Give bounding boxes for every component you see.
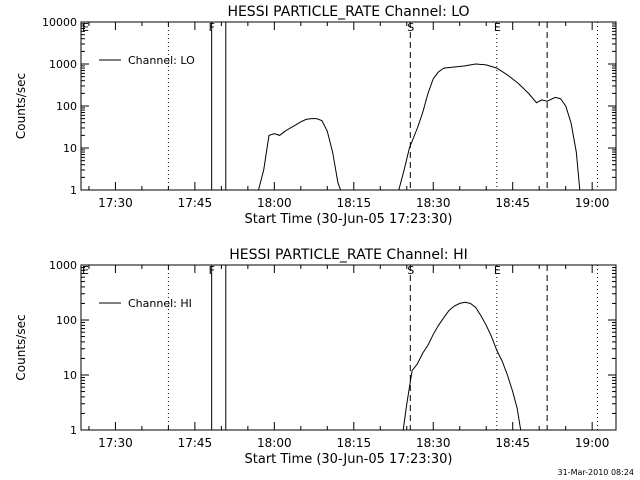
- y-tick-label: 1: [70, 184, 77, 197]
- marker-label: F: [209, 264, 215, 277]
- y-tick-label: 1: [70, 424, 77, 437]
- marker-label: E: [494, 264, 501, 277]
- y-tick-label: 10: [63, 142, 77, 155]
- x-tick-label: 17:45: [178, 196, 213, 210]
- marker-label: E: [494, 21, 501, 34]
- x-axis-label: Start Time (30-Jun-05 17:23:30): [245, 452, 453, 467]
- y-tick-label: 10: [63, 369, 77, 382]
- chart-title: HESSI PARTICLE_RATE Channel: LO: [227, 4, 469, 20]
- marker-label: S: [407, 21, 414, 34]
- x-tick-label: 18:00: [257, 436, 292, 450]
- footer-stamp: 31-Mar-2010 08:24: [557, 468, 635, 477]
- chart-title: HESSI PARTICLE_RATE Channel: HI: [229, 247, 467, 263]
- plot-frame: [80, 21, 617, 191]
- y-axis-label: Counts/sec: [14, 73, 28, 139]
- y-tick-label: 100: [56, 100, 77, 113]
- x-tick-label: 19:00: [575, 196, 610, 210]
- x-tick-label: 18:15: [337, 196, 372, 210]
- x-axis-label: Start Time (30-Jun-05 17:23:30): [245, 212, 453, 227]
- legend-label: Channel: HI: [128, 297, 192, 310]
- chart-panel-2: HESSI PARTICLE_RATE Channel: HI 1 10 100 100…: [14, 247, 617, 467]
- series-line: [258, 63, 581, 191]
- x-tick-label: 18:30: [416, 436, 451, 450]
- legend-label: Channel: LO: [128, 54, 195, 67]
- x-tick-label: 18:45: [495, 436, 530, 450]
- x-tick-label: 18:30: [416, 196, 451, 210]
- y-axis-label: Counts/sec: [14, 314, 28, 380]
- x-tick-label: 17:30: [98, 196, 133, 210]
- marker-label: S: [407, 264, 414, 277]
- marker-label: F: [209, 21, 215, 34]
- x-tick-label: 17:45: [178, 436, 213, 450]
- x-tick-label: 17:30: [98, 436, 133, 450]
- corner-label: E: [82, 264, 89, 277]
- x-tick-label: 18:15: [337, 436, 372, 450]
- x-tick-label: 19:00: [575, 436, 610, 450]
- y-tick-label: 1000: [49, 58, 77, 71]
- series-line: [402, 301, 522, 431]
- x-tick-label: 18:00: [257, 196, 292, 210]
- x-tick-label: 18:45: [495, 196, 530, 210]
- y-tick-label: 1000: [49, 259, 77, 272]
- chart-panel-1: HESSI PARTICLE_RATE Channel: LO 1 10 100 100…: [14, 4, 617, 227]
- corner-label: E: [82, 21, 89, 34]
- plot-frame: [80, 264, 617, 431]
- y-tick-label: 10000: [42, 16, 77, 29]
- y-tick-label: 100: [56, 314, 77, 327]
